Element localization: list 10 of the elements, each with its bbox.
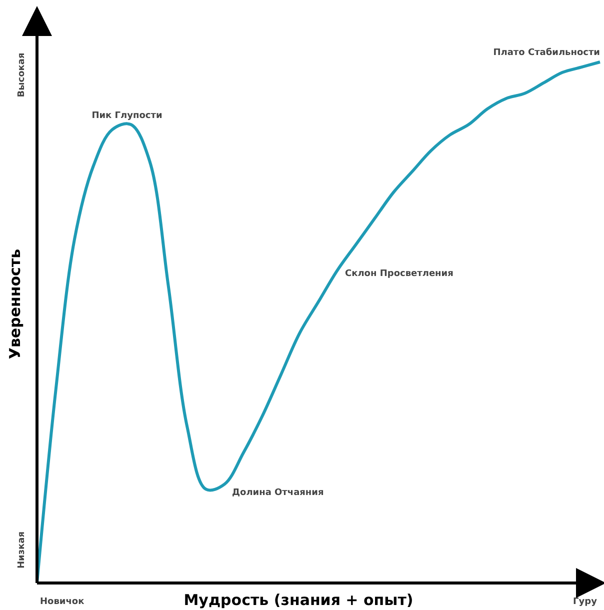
text: Гуру <box>573 597 598 607</box>
annotation: Долина Отчаяния <box>232 488 324 498</box>
annotation: Пик Глупости <box>92 111 162 121</box>
y-axis-title: Уверенность <box>6 248 24 360</box>
text: Плато Стабильности <box>493 47 600 58</box>
x-axis-title: Мудрость (знания + опыт) <box>184 591 414 609</box>
text: Высокая <box>17 52 27 98</box>
annotation: Склон Просветления <box>345 269 454 279</box>
text: Новичок <box>40 597 84 607</box>
text: Низкая <box>17 531 27 569</box>
